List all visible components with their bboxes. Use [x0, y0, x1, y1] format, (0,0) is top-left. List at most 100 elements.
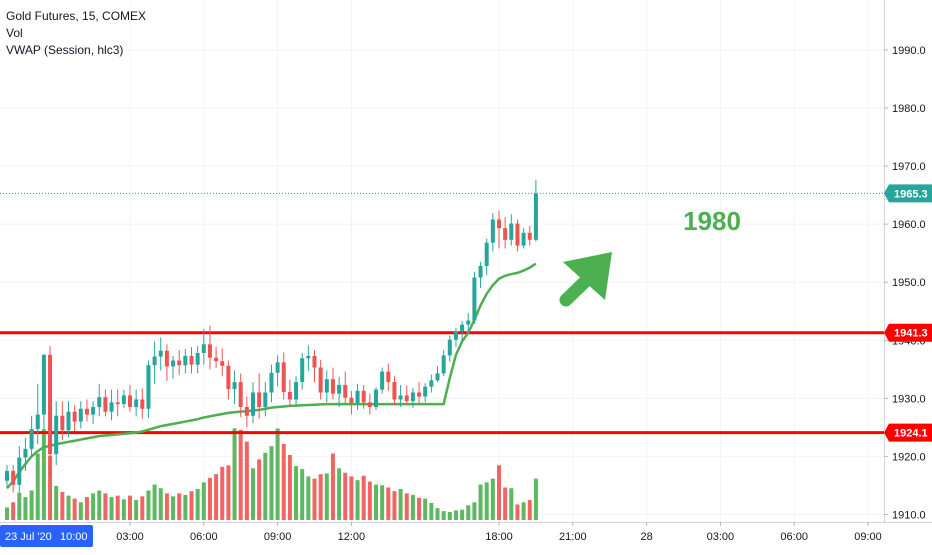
- volume-bar: [257, 459, 262, 520]
- crosshair-time-label: 10:00: [60, 531, 88, 543]
- candle: [97, 397, 102, 408]
- legend: Gold Futures, 15, COMEX Vol VWAP (Sessio…: [6, 8, 146, 59]
- candle: [60, 415, 65, 431]
- candle: [281, 362, 286, 392]
- volume-bar: [404, 493, 409, 520]
- candle: [527, 232, 532, 240]
- price-tick-label: 1960.0: [892, 219, 926, 231]
- volume-bar: [361, 475, 366, 520]
- volume-bar: [453, 510, 458, 520]
- candle: [330, 379, 335, 394]
- candle: [324, 379, 329, 393]
- candle: [17, 457, 22, 485]
- volume-bar: [232, 428, 237, 520]
- time-tick-label: 12:00: [338, 531, 366, 543]
- volume-bar: [152, 484, 157, 520]
- volume-bar: [324, 473, 329, 520]
- volume-bar: [478, 484, 483, 520]
- candle: [207, 344, 212, 358]
- level-price-label: 1924.1: [894, 428, 928, 440]
- candle: [54, 415, 59, 455]
- candle: [497, 219, 501, 229]
- candle: [11, 470, 16, 485]
- volume-bar: [29, 490, 34, 520]
- candle: [503, 228, 508, 240]
- volume-bar: [91, 493, 96, 520]
- candle: [189, 355, 194, 365]
- volume-bar: [503, 487, 508, 520]
- time-axis: 03:00 06:00 09:00 12:00 18:00 21:00 28 03:00 06:…: [0, 522, 932, 550]
- volume-bar: [17, 492, 22, 520]
- volume-bar: [35, 453, 40, 520]
- candle: [134, 399, 139, 408]
- price-tick-label: 1950.0: [892, 277, 926, 289]
- volume-bar: [281, 443, 286, 520]
- candle: [115, 402, 120, 405]
- volume-bar: [244, 441, 249, 520]
- volume-bar: [435, 508, 440, 520]
- volume-bar: [109, 497, 114, 520]
- candle: [343, 384, 348, 398]
- volume-bar: [66, 495, 71, 520]
- volume-bar: [294, 466, 299, 520]
- candle: [78, 408, 83, 422]
- candlesticks: [5, 180, 538, 493]
- volume-bar: [238, 429, 243, 520]
- candle: [195, 353, 200, 365]
- volume-bar: [171, 496, 176, 520]
- candle: [201, 344, 206, 354]
- volume-bar: [220, 466, 225, 520]
- time-tick-label: 18:00: [485, 531, 513, 543]
- candle: [367, 402, 372, 408]
- volume-bar: [78, 502, 83, 520]
- candle: [447, 339, 452, 356]
- candle: [484, 242, 489, 266]
- volume-bar: [441, 511, 446, 520]
- candle: [392, 382, 397, 400]
- price-tick-label: 1920.0: [892, 451, 926, 463]
- last-price-label: 1965.3: [894, 188, 928, 200]
- candle: [275, 362, 280, 373]
- volume-bar: [214, 474, 219, 520]
- volume-bar: [128, 495, 132, 520]
- volume-bar: [337, 468, 342, 520]
- volume-bar: [275, 428, 280, 520]
- candle: [361, 390, 366, 403]
- volume-bar: [84, 497, 89, 520]
- price-axis: 1910.01920.01930.01940.01950.01960.01970…: [884, 0, 932, 550]
- volume-bar: [330, 453, 335, 520]
- arrow-up-right-icon: [559, 252, 612, 307]
- volume-bar: [54, 486, 59, 520]
- candle: [269, 372, 274, 393]
- time-tick-label: 21:00: [559, 531, 587, 543]
- vwap-line: [6, 262, 537, 490]
- candle: [417, 392, 422, 397]
- price-tick-label: 1980.0: [892, 103, 926, 115]
- candle: [466, 320, 471, 325]
- volume-bar: [189, 491, 194, 520]
- volume-bar: [466, 505, 471, 520]
- candle: [128, 395, 132, 408]
- volume-bar: [177, 493, 182, 520]
- volume-bar: [146, 490, 151, 520]
- candle: [232, 382, 237, 390]
- volume-bar: [41, 429, 46, 520]
- volume-bar: [183, 494, 188, 520]
- candle: [257, 392, 262, 408]
- legend-volume: Vol: [6, 26, 23, 40]
- volume-bar: [115, 495, 120, 520]
- volume-bar: [343, 472, 348, 520]
- volume-bar: [164, 493, 169, 520]
- candle: [23, 448, 28, 458]
- legend-symbol: Gold Futures, 15, COMEX: [6, 9, 147, 23]
- volume-bar: [134, 500, 139, 520]
- volume-bars: [5, 428, 538, 520]
- candle: [533, 193, 538, 240]
- volume-bar: [158, 488, 163, 520]
- candle: [146, 365, 151, 409]
- last-price-tag: [884, 184, 932, 203]
- volume-bar: [269, 446, 274, 520]
- candle: [374, 389, 378, 408]
